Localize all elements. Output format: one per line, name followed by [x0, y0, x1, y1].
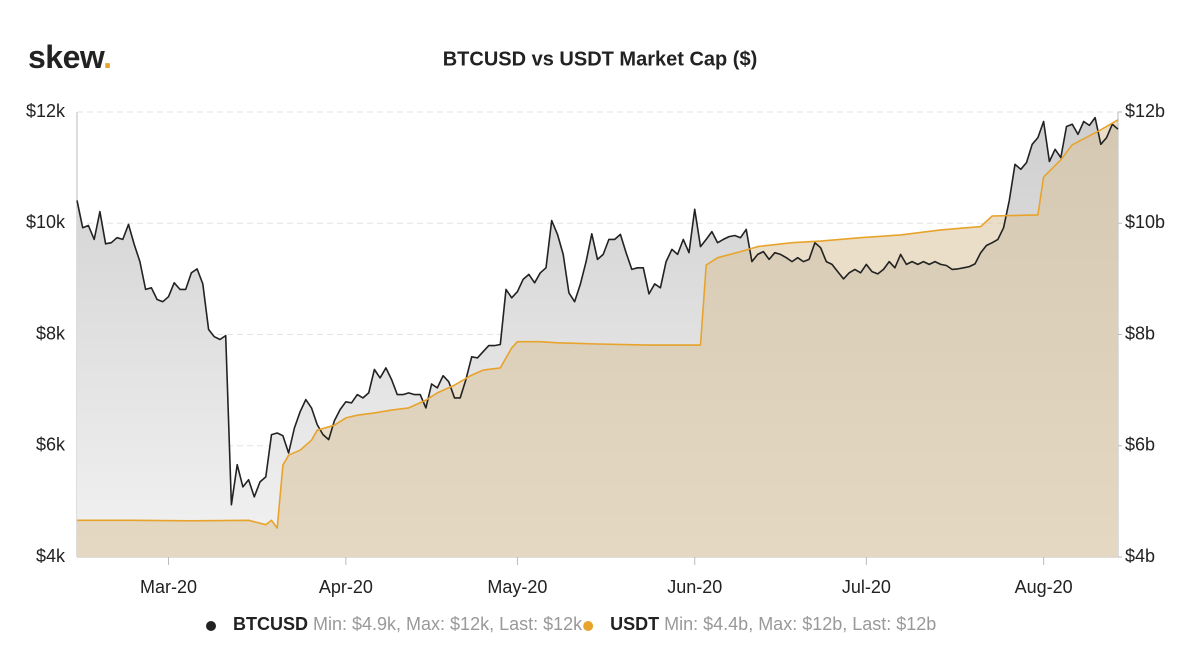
chart-title: BTCUSD vs USDT Market Cap ($) [443, 48, 758, 70]
y-tick-label: $4k [36, 546, 66, 566]
legend-marker [206, 621, 216, 631]
legend-marker [583, 621, 594, 631]
y2-tick-label: $4b [1125, 546, 1155, 566]
y-tick-label: $6k [36, 435, 66, 455]
logo: skew. [28, 39, 111, 75]
x-tick-label: Apr-20 [319, 577, 373, 597]
y2-tick-label: $8b [1125, 323, 1155, 343]
legend-summary: Min: $4.4b, Max: $12b, Last: $12b [664, 614, 936, 634]
x-tick-label: Aug-20 [1015, 577, 1073, 597]
y-tick-label: $8k [36, 323, 66, 343]
y2-tick-label: $6b [1125, 435, 1155, 455]
line [77, 119, 1119, 529]
legend-label: BTCUSD [233, 614, 308, 634]
line [76, 116, 1119, 506]
legend-summary: Min: $4.9k, Max: $12k, Last: $12k [313, 614, 583, 634]
y-tick-label: $12k [26, 101, 66, 121]
x-tick-label: May-20 [487, 577, 547, 597]
y2-tick-label: $12b [1125, 101, 1165, 121]
x-tick-label: Mar-20 [140, 577, 197, 597]
legend-label: USDT [610, 614, 659, 634]
area [77, 119, 1118, 558]
x-tick-label: Jun-20 [667, 577, 722, 597]
y-tick-label: $10k [26, 212, 66, 232]
y2-tick-label: $10b [1125, 212, 1165, 232]
x-tick-label: Jul-20 [842, 577, 891, 597]
